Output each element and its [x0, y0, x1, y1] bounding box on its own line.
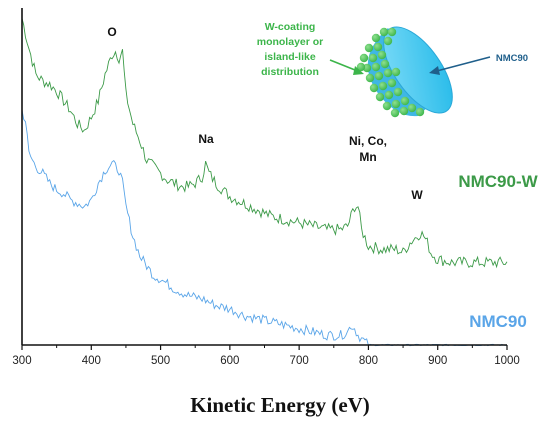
- x-tick-label: 300: [12, 355, 31, 367]
- w-particle-dot: [400, 96, 410, 106]
- w-particle-dot: [383, 68, 393, 78]
- w-particle-dot: [369, 83, 379, 93]
- x-tick-label: 400: [82, 355, 101, 367]
- w-particle-dot: [368, 53, 378, 63]
- w-particle-dot: [382, 101, 392, 111]
- x-tick-label: 500: [151, 355, 170, 367]
- particle-label: NMC90: [496, 53, 528, 64]
- w-particle-dot: [407, 103, 417, 113]
- green-arrow-head: [353, 66, 364, 75]
- x-axis-title: Kinetic Energy (eV): [190, 393, 370, 417]
- w-particle-dot: [374, 71, 384, 81]
- w-particle-dot: [356, 62, 366, 72]
- coating-label-line: distribution: [261, 66, 319, 78]
- w-particle-dot: [390, 108, 400, 118]
- w-particle-dot: [375, 92, 385, 102]
- w-particle-dot: [384, 90, 394, 100]
- w-particle-dot: [415, 107, 425, 117]
- series-label-nmc90-w: NMC90-W: [458, 172, 538, 191]
- x-tick-label: 600: [220, 355, 239, 367]
- series-label-nmc90: NMC90: [469, 312, 527, 331]
- w-particle-dot: [383, 36, 393, 46]
- peak-label: Ni, Co,: [349, 134, 387, 148]
- w-particle-dot: [391, 67, 401, 77]
- x-tick-label: 800: [359, 355, 378, 367]
- w-particle-dot: [365, 73, 375, 83]
- x-tick-label: 700: [290, 355, 309, 367]
- series-line-nmc90-w: [21, 18, 508, 269]
- w-particle-dot: [377, 50, 387, 60]
- x-tick-label: 1000: [494, 355, 520, 367]
- w-particle-dot: [371, 62, 381, 72]
- peak-label: W: [411, 188, 423, 202]
- w-particle-dot: [364, 43, 374, 53]
- w-particle-dot: [399, 106, 409, 116]
- peak-label: Na: [198, 132, 214, 146]
- w-particle-dot: [359, 53, 369, 63]
- navy-arrow-head: [429, 66, 440, 75]
- w-particle-dot: [378, 81, 388, 91]
- w-particle-dot: [391, 99, 401, 109]
- coating-schematic: W-coating monolayer or island-like distribu…: [257, 21, 528, 118]
- w-particle-dot: [380, 59, 390, 69]
- coating-label-line: W-coating: [265, 21, 316, 33]
- coating-label-line: island-like: [264, 51, 316, 63]
- w-particle-dot: [379, 27, 389, 37]
- peak-label: O: [107, 25, 116, 39]
- w-particle-dot: [387, 27, 397, 37]
- w-particle-dot: [371, 33, 381, 43]
- w-particle-dot: [393, 87, 403, 97]
- w-particle-dot: [373, 42, 383, 52]
- series-line-nmc90: [21, 109, 508, 347]
- coating-label-line: monolayer or: [257, 36, 324, 48]
- navy-arrow: [432, 56, 491, 73]
- peak-label: Mn: [359, 150, 376, 164]
- w-particle-dot: [387, 78, 397, 88]
- x-tick-label: 900: [428, 355, 447, 367]
